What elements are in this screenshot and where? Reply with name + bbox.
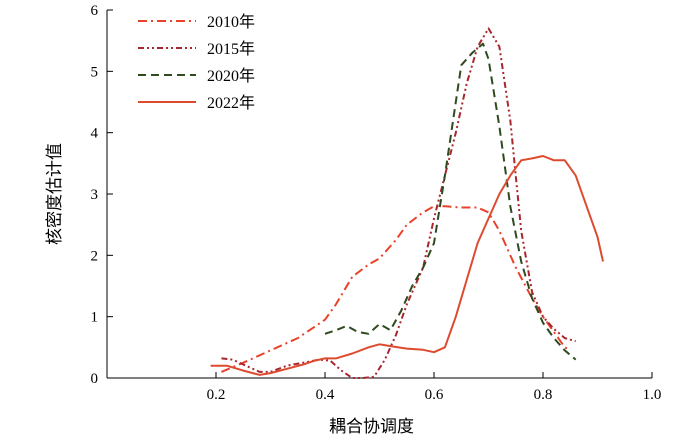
series-line-1	[221, 205, 571, 373]
y-tick-label: 1	[91, 310, 99, 326]
x-tick-label: 0.6	[425, 387, 444, 403]
legend-label-1: 2010年	[207, 13, 255, 31]
x-tick-label: 0.8	[534, 387, 553, 403]
series-layer	[210, 27, 604, 379]
x-tick-label: 0.4	[316, 387, 335, 403]
series-line-4	[210, 155, 604, 376]
x-axis-title: 耦合协调度	[329, 417, 414, 437]
x-tick-label: 1.0	[643, 387, 662, 403]
legend-label-3: 2020年	[207, 67, 255, 85]
legend-label-4: 2022年	[207, 94, 255, 112]
y-tick-label: 4	[91, 126, 99, 142]
y-tick-label: 2	[91, 248, 99, 264]
y-axis-title: 核密度估计值	[45, 143, 65, 245]
axes: 0 1 2 3 4 5 6 0.2 0.4 0.6 0.8 1.0 耦合协调度 核密度估计值	[45, 3, 661, 437]
y-tick-label: 0	[91, 371, 99, 387]
x-tick-label: 0.2	[207, 387, 226, 403]
y-tick-label: 6	[91, 3, 99, 19]
series-line-2	[221, 27, 576, 379]
y-tick-label: 3	[91, 187, 99, 203]
series-line-3	[324, 42, 577, 361]
legend: 2010年 2015年 2020年 2022年	[138, 13, 255, 112]
legend-label-2: 2015年	[207, 40, 255, 58]
y-tick-label: 5	[91, 64, 99, 80]
